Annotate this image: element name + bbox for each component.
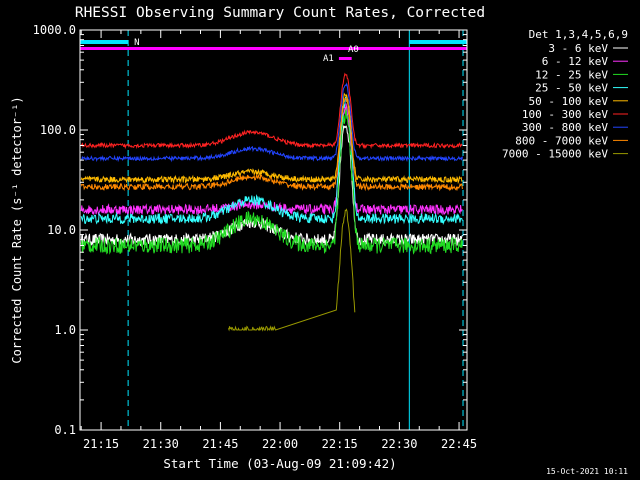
x-tick-label: 22:45	[441, 437, 477, 451]
series-layer	[80, 72, 463, 332]
series-line	[80, 92, 463, 185]
y-tick-label: 0.1	[54, 423, 76, 437]
legend-entry-label: 12 - 25 keV	[535, 68, 608, 81]
legend-entry-label: 100 - 300 keV	[522, 108, 608, 121]
x-tick-label: 22:00	[262, 437, 298, 451]
x-tick-label: 21:45	[202, 437, 238, 451]
series-line	[80, 108, 463, 255]
series-line	[80, 97, 463, 192]
series-line	[80, 96, 463, 226]
legend-entry-label: 800 - 7000 keV	[515, 134, 608, 147]
legend-entry-label: 7000 - 15000 keV	[502, 148, 608, 161]
y-axis-label: Corrected Count Rate (s⁻¹ detector⁻¹)	[10, 96, 24, 363]
legend-entry-label: 6 - 12 keV	[542, 55, 609, 68]
attenuator-a1-bar	[338, 57, 352, 60]
x-axis-label: Start Time (03-Aug-09 21:09:42)	[163, 456, 396, 471]
y-tick-label: 100.0	[40, 123, 76, 137]
x-tick-label: 21:15	[83, 437, 119, 451]
night-flag-label: N	[134, 38, 139, 48]
axes: 21:15 21:30 21:45 22:00 22:15 22:30 22:45 0.1 1.…	[33, 23, 477, 451]
series-line	[80, 72, 463, 150]
y-tick-label: 1000.0	[33, 23, 76, 37]
legend-entry-label: 3 - 6 keV	[548, 42, 608, 55]
y-tick-label: 1.0	[54, 323, 76, 337]
attenuator-a1-label: A1	[323, 54, 334, 64]
series-line	[227, 208, 356, 332]
y-tick-label: 10.0	[47, 223, 76, 237]
attenuator-a0-label: A0	[348, 45, 359, 55]
series-line	[80, 82, 463, 163]
legend-entry-label: 50 - 100 keV	[529, 95, 609, 108]
x-tick-label: 21:30	[143, 437, 179, 451]
night-bar	[80, 40, 129, 44]
legend-entry-label: 25 - 50 keV	[535, 82, 608, 95]
chart-title: RHESSI Observing Summary Count Rates, Co…	[75, 5, 485, 21]
legend-title: Det 1,3,4,5,6,9	[529, 28, 628, 41]
x-tick-label: 22:15	[322, 437, 358, 451]
attenuator-a0-bar	[80, 47, 467, 50]
x-tick-label: 22:30	[381, 437, 417, 451]
timestamp: 15-Oct-2021 10:11	[546, 467, 628, 476]
legend-entry-label: 300 - 800 keV	[522, 121, 608, 134]
night-bar	[409, 40, 467, 44]
